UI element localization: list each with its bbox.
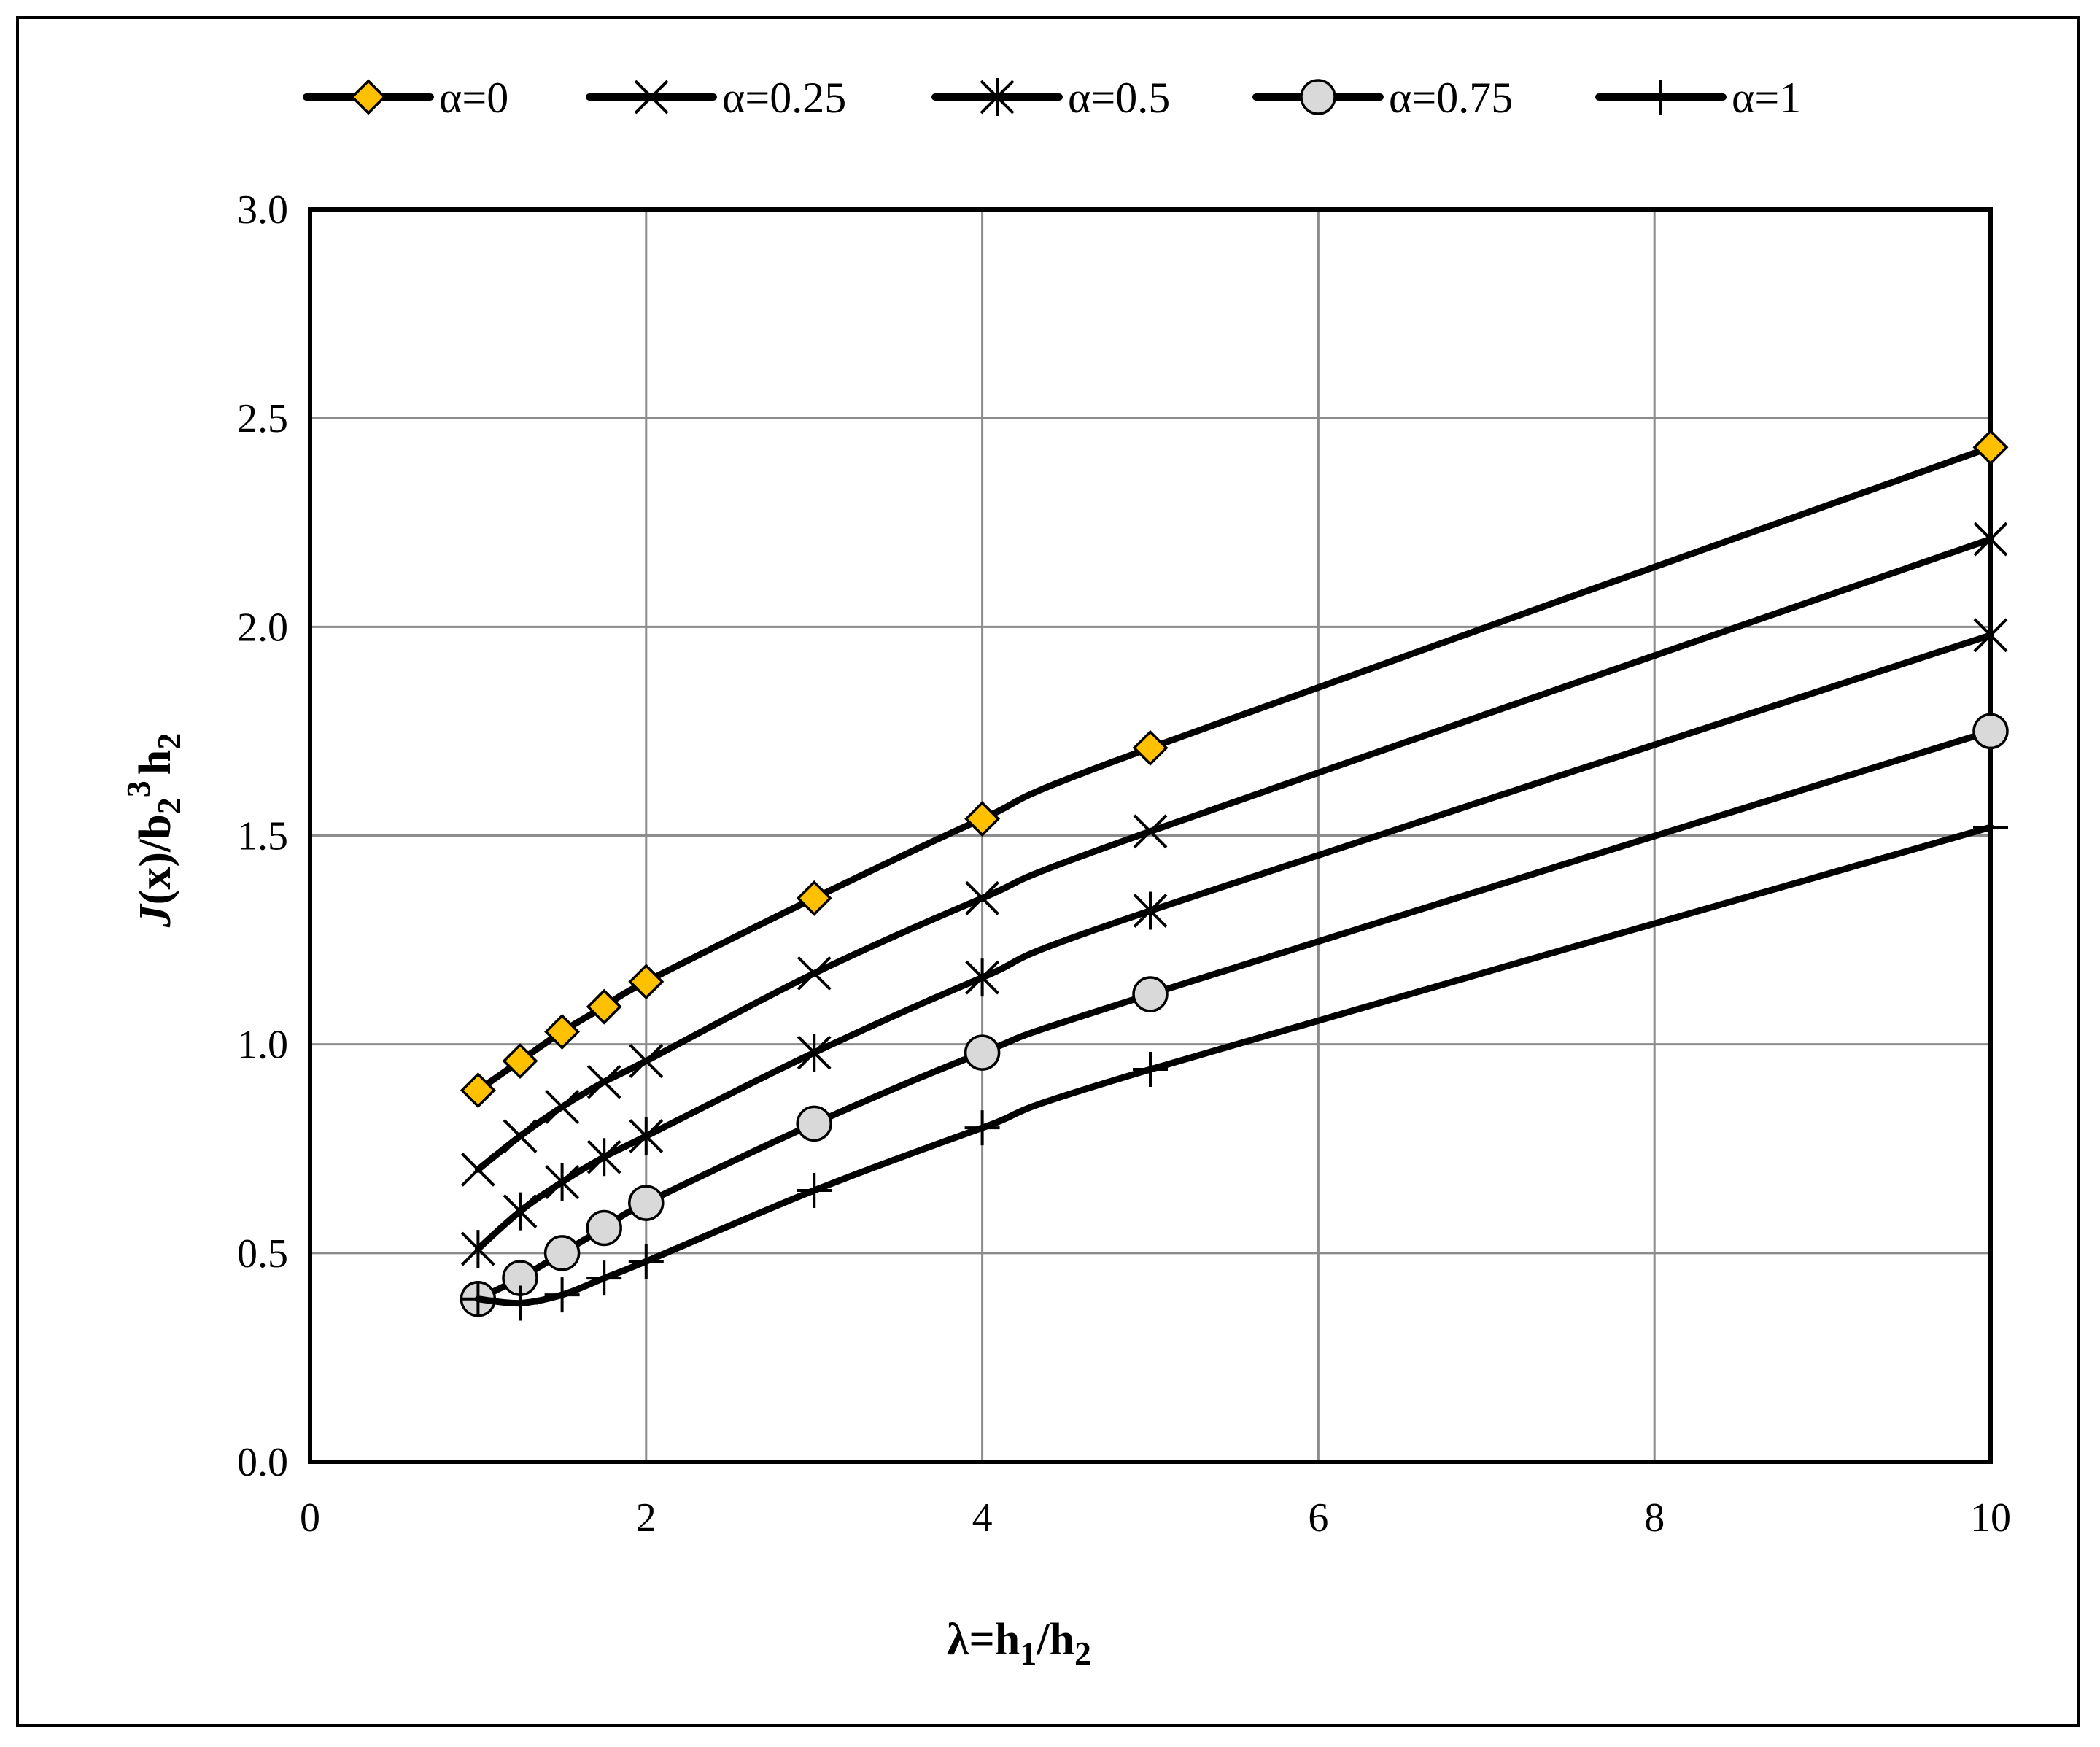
data-point-x <box>545 1090 580 1124</box>
data-point-circle <box>586 1209 622 1247</box>
y-tick-label: 1.0 <box>237 1023 288 1068</box>
series-0 <box>460 429 2009 1109</box>
data-point-circle <box>796 1105 832 1142</box>
data-point-star <box>545 1163 580 1201</box>
data-point-x <box>1133 814 1168 849</box>
data-point-plus <box>544 1277 580 1313</box>
data-point-circle <box>628 1185 665 1221</box>
data-point-diamond <box>460 1072 496 1109</box>
y-tick-label: 0.0 <box>237 1440 288 1485</box>
data-point-x <box>634 80 669 115</box>
data-point-x <box>965 880 1000 915</box>
data-point-star <box>965 958 1000 997</box>
x-tick-label: 2 <box>636 1495 656 1541</box>
data-point-plus <box>503 1285 538 1321</box>
data-point-plus <box>797 1172 832 1208</box>
legend-label: α=0 <box>439 74 508 122</box>
data-point-x <box>1973 522 2008 557</box>
data-point-x <box>503 1119 538 1153</box>
y-tick-label: 0.5 <box>237 1231 288 1277</box>
legend: α=0 α=0.25 α=0.5 α=0.75 α=1 <box>303 74 1801 122</box>
data-point-star <box>1973 616 2008 654</box>
data-point-diamond <box>502 1043 538 1080</box>
data-point-star <box>586 1138 621 1177</box>
tick-labels: 0 2 4 6 8 10 0.0 0.5 1.0 1.5 2.0 2.5 3.0 <box>237 187 2011 1541</box>
series-2 <box>460 616 2008 1268</box>
legend-item-4: α=1 <box>1595 74 1801 122</box>
data-point-circle <box>1300 79 1336 115</box>
series-line <box>474 443 1994 1094</box>
data-point-star <box>460 1230 495 1268</box>
data-point-plus <box>628 1244 664 1279</box>
data-point-diamond <box>964 801 1001 837</box>
series-layer <box>460 429 2009 1321</box>
legend-item-0: α=0 <box>303 74 508 122</box>
x-tick-label: 6 <box>1308 1495 1328 1541</box>
data-point-diamond <box>628 964 665 1000</box>
x-tick-label: 8 <box>1644 1495 1665 1541</box>
data-point-star <box>629 1117 664 1155</box>
data-point-plus <box>586 1260 622 1296</box>
data-point-plus <box>1133 1052 1168 1088</box>
data-point-diamond <box>350 79 387 115</box>
data-point-circle <box>964 1034 1001 1071</box>
data-point-diamond <box>1132 729 1169 766</box>
series-1 <box>460 522 2008 1187</box>
data-point-x <box>629 1044 664 1078</box>
data-point-circle <box>543 1235 581 1271</box>
data-point-plus <box>1643 80 1678 115</box>
data-point-plus <box>964 1110 1000 1146</box>
series-line <box>474 632 1994 1252</box>
data-point-star <box>503 1192 538 1231</box>
legend-label: α=0.5 <box>1068 74 1170 122</box>
y-tick-label: 3.0 <box>237 187 288 233</box>
grid <box>310 209 1991 1462</box>
y-axis-title: J(x)/b23h2 <box>120 733 187 928</box>
x-tick-label: 10 <box>1970 1495 2011 1541</box>
data-point-plus <box>460 1281 496 1317</box>
data-point-circle <box>1132 976 1169 1012</box>
data-point-circle <box>1972 713 2009 750</box>
data-point-diamond <box>796 880 832 916</box>
x-tick-label: 0 <box>300 1495 320 1541</box>
data-point-star <box>980 78 1015 116</box>
data-point-star <box>797 1034 832 1072</box>
y-tick-label: 2.0 <box>237 605 288 650</box>
y-tick-label: 1.5 <box>237 814 288 859</box>
data-point-diamond <box>586 988 622 1025</box>
legend-item-2: α=0.5 <box>931 74 1170 122</box>
x-axis-title: λ=h1/h2 <box>947 1615 1091 1672</box>
legend-item-1: α=0.25 <box>586 74 846 122</box>
series-4 <box>460 810 2008 1321</box>
data-point-x <box>797 956 832 991</box>
legend-item-3: α=0.75 <box>1252 74 1513 122</box>
series-line <box>474 535 1994 1173</box>
series-line <box>474 824 1994 1307</box>
data-point-star <box>1133 891 1168 930</box>
legend-label: α=1 <box>1732 74 1801 122</box>
y-tick-label: 2.5 <box>237 396 288 441</box>
data-point-diamond <box>1972 429 2009 465</box>
series-3 <box>460 713 2009 1317</box>
legend-label: α=0.75 <box>1389 74 1513 122</box>
data-point-x <box>460 1152 495 1187</box>
data-point-diamond <box>544 1014 581 1050</box>
series-line <box>474 727 1994 1303</box>
data-point-x <box>586 1064 621 1099</box>
data-point-plus <box>1973 810 2008 845</box>
x-tick-label: 4 <box>972 1495 993 1541</box>
legend-label: α=0.25 <box>722 74 846 122</box>
